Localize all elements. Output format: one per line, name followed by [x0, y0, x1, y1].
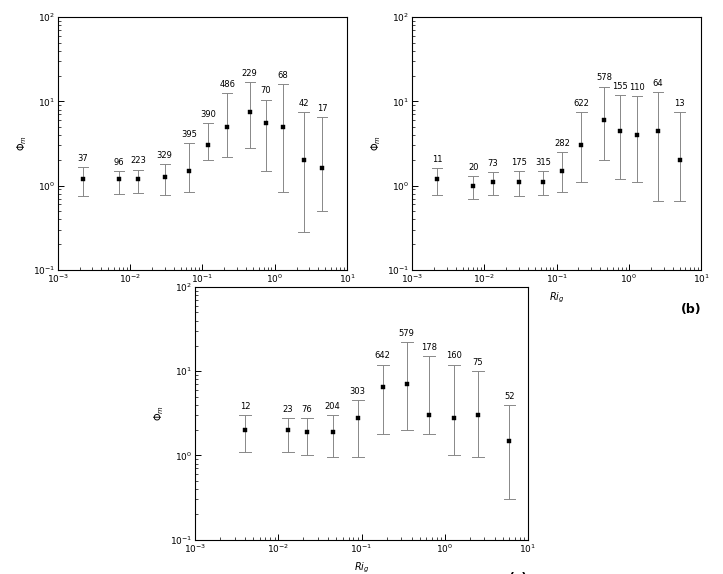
Text: 160: 160	[446, 351, 462, 360]
X-axis label: $Ri_g$: $Ri_g$	[194, 290, 210, 305]
Text: 178: 178	[421, 343, 437, 352]
Text: 395: 395	[181, 130, 197, 139]
Text: 642: 642	[375, 351, 390, 360]
Text: 12: 12	[240, 402, 250, 411]
Text: 390: 390	[200, 110, 216, 119]
Text: 11: 11	[432, 155, 442, 164]
X-axis label: $Ri_g$: $Ri_g$	[549, 290, 565, 305]
Y-axis label: $\Phi_m$: $\Phi_m$	[14, 135, 29, 152]
Text: 110: 110	[630, 83, 645, 92]
Text: 37: 37	[77, 154, 88, 163]
Text: 52: 52	[504, 391, 515, 401]
Text: 23: 23	[283, 405, 293, 414]
Text: 622: 622	[573, 99, 589, 108]
Text: (c): (c)	[509, 572, 528, 574]
Text: 70: 70	[260, 87, 271, 95]
Text: 75: 75	[472, 358, 483, 367]
Text: 329: 329	[157, 151, 173, 160]
Y-axis label: $\Phi_m$: $\Phi_m$	[369, 135, 383, 152]
Text: 155: 155	[612, 82, 628, 91]
Text: 13: 13	[675, 99, 685, 108]
Text: 204: 204	[325, 402, 341, 411]
Text: 96: 96	[114, 158, 124, 166]
Text: 64: 64	[652, 79, 663, 88]
Text: 175: 175	[511, 158, 527, 166]
Text: 303: 303	[350, 387, 366, 396]
Y-axis label: $\Phi_m$: $\Phi_m$	[152, 405, 166, 421]
Text: 73: 73	[487, 159, 498, 168]
Text: 42: 42	[299, 99, 309, 108]
X-axis label: $Ri_g$: $Ri_g$	[354, 560, 369, 574]
Text: 20: 20	[468, 163, 479, 172]
Text: 68: 68	[278, 71, 288, 80]
Text: 17: 17	[317, 104, 328, 113]
Text: 486: 486	[219, 80, 235, 89]
Text: 76: 76	[301, 405, 312, 414]
Text: 579: 579	[399, 329, 415, 338]
Text: (b): (b)	[680, 302, 701, 316]
Text: 578: 578	[596, 73, 612, 83]
Text: (a): (a)	[327, 302, 347, 316]
Text: 282: 282	[555, 139, 570, 148]
Text: 315: 315	[535, 158, 551, 166]
Text: 229: 229	[241, 69, 257, 78]
Text: 223: 223	[130, 157, 146, 165]
